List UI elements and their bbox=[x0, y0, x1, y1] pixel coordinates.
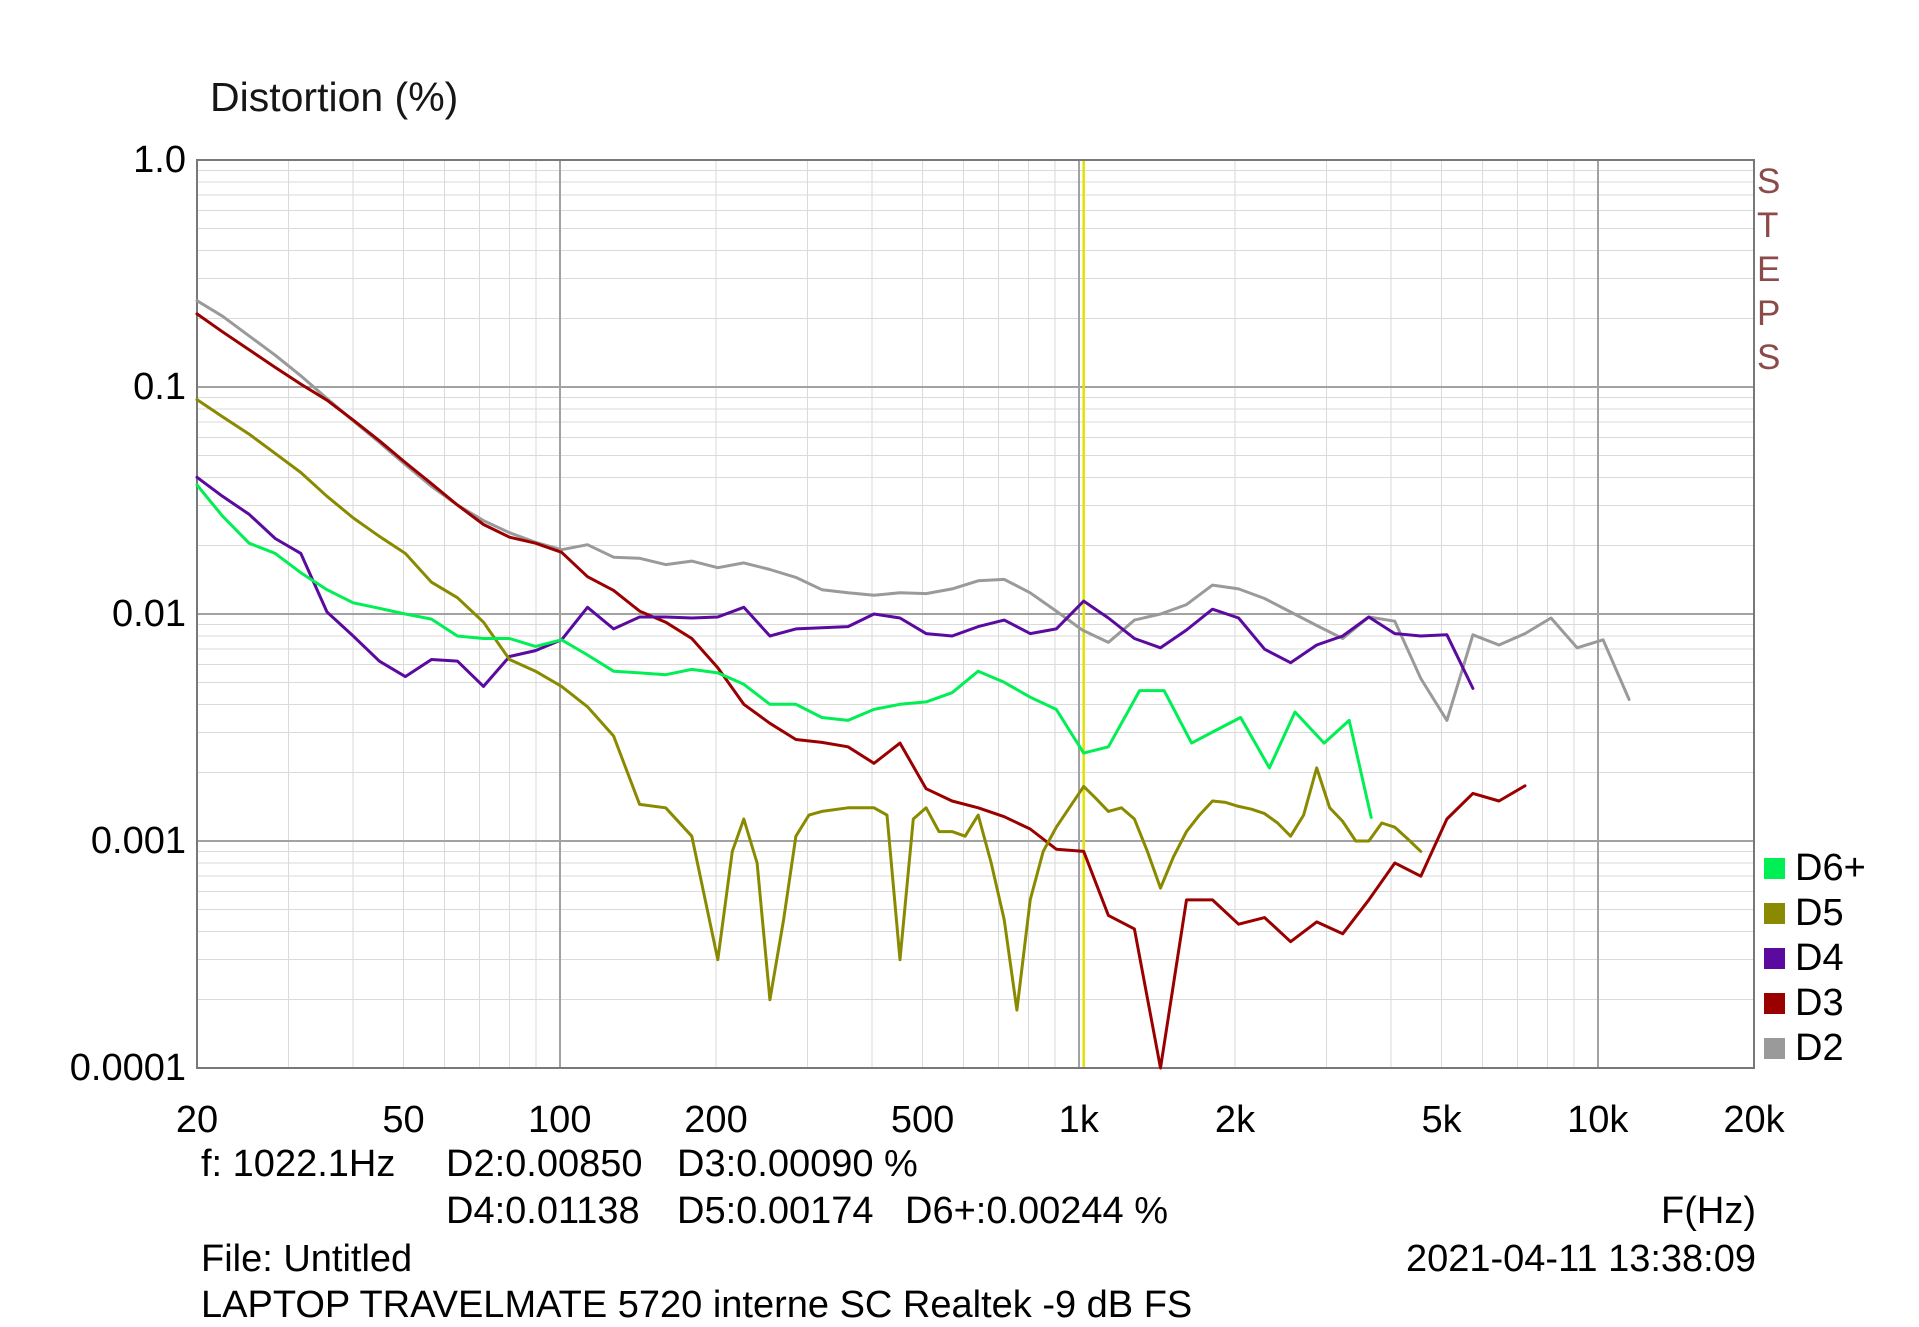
legend-item-d6plus: D6+ bbox=[1764, 846, 1866, 890]
x-tick-500: 500 bbox=[890, 1099, 955, 1141]
legend-item-d2: D2 bbox=[1764, 1026, 1844, 1070]
legend-label: D6+ bbox=[1795, 847, 1866, 889]
steps-letter: P bbox=[1757, 294, 1781, 333]
cursor-frequency-readout: f: 1022.1Hz bbox=[201, 1143, 396, 1185]
plot-frame bbox=[196, 159, 1755, 1069]
legend-swatch-d5 bbox=[1764, 902, 1785, 924]
x-tick-1k: 1k bbox=[1058, 1099, 1099, 1141]
series-curve-d2 bbox=[195, 299, 1631, 722]
steps-letter: S bbox=[1757, 338, 1781, 377]
y-tick-0.01: 0.01 bbox=[112, 593, 186, 635]
x-tick-10k: 10k bbox=[1567, 1099, 1629, 1141]
steps-letter: S bbox=[1757, 162, 1781, 201]
x-tick-50: 50 bbox=[382, 1099, 425, 1141]
readout-d2: D2:0.00850 bbox=[446, 1143, 643, 1185]
series-curve-d3 bbox=[195, 312, 1527, 1070]
legend-label: D2 bbox=[1795, 1027, 1844, 1069]
x-axis-unit-label: F(Hz) bbox=[1661, 1190, 1756, 1232]
legend-label: D4 bbox=[1795, 937, 1844, 979]
steps-letter: E bbox=[1757, 250, 1781, 289]
readout-d4: D4:0.01138 bbox=[446, 1190, 640, 1232]
legend-item-d4: D4 bbox=[1764, 936, 1844, 980]
series-curve-d4 bbox=[195, 475, 1475, 690]
legend-swatch-d6plus bbox=[1764, 857, 1785, 879]
readout-d6plus: D6+:0.00244 % bbox=[905, 1190, 1169, 1232]
timestamp: 2021-04-11 13:38:09 bbox=[1405, 1238, 1756, 1280]
y-tick-0.001: 0.001 bbox=[90, 820, 186, 862]
x-tick-5k: 5k bbox=[1421, 1099, 1462, 1141]
readout-d5: D5:0.00174 bbox=[677, 1190, 874, 1232]
x-tick-2k: 2k bbox=[1214, 1099, 1256, 1141]
steps-letter: T bbox=[1757, 206, 1779, 245]
y-tick-0.1: 0.1 bbox=[133, 366, 186, 408]
x-tick-20k: 20k bbox=[1723, 1099, 1785, 1141]
x-tick-20: 20 bbox=[175, 1099, 219, 1141]
chart-title: Distortion (%) bbox=[210, 74, 459, 120]
legend-item-d5: D5 bbox=[1764, 891, 1844, 935]
series-curve-d6plus bbox=[195, 483, 1373, 819]
legend-item-d3: D3 bbox=[1764, 981, 1844, 1025]
x-tick-100: 100 bbox=[528, 1099, 592, 1141]
y-tick-0.0001: 0.0001 bbox=[69, 1047, 186, 1089]
legend-swatch-d2 bbox=[1764, 1037, 1785, 1059]
measurement-description-line: LAPTOP TRAVELMATE 5720 interne SC Realte… bbox=[201, 1284, 1193, 1326]
legend-label: D3 bbox=[1795, 982, 1844, 1024]
series-curve-d5 bbox=[195, 398, 1423, 1012]
file-name-line: File: Untitled bbox=[201, 1238, 413, 1280]
legend-swatch-d3 bbox=[1764, 992, 1785, 1014]
legend-swatch-d4 bbox=[1764, 947, 1785, 969]
y-tick-1.0: 1.0 bbox=[133, 139, 186, 181]
x-tick-200: 200 bbox=[684, 1099, 748, 1141]
readout-d3: D3:0.00090 % bbox=[677, 1143, 918, 1185]
legend-label: D5 bbox=[1795, 892, 1844, 934]
grid-major bbox=[197, 160, 1754, 1068]
